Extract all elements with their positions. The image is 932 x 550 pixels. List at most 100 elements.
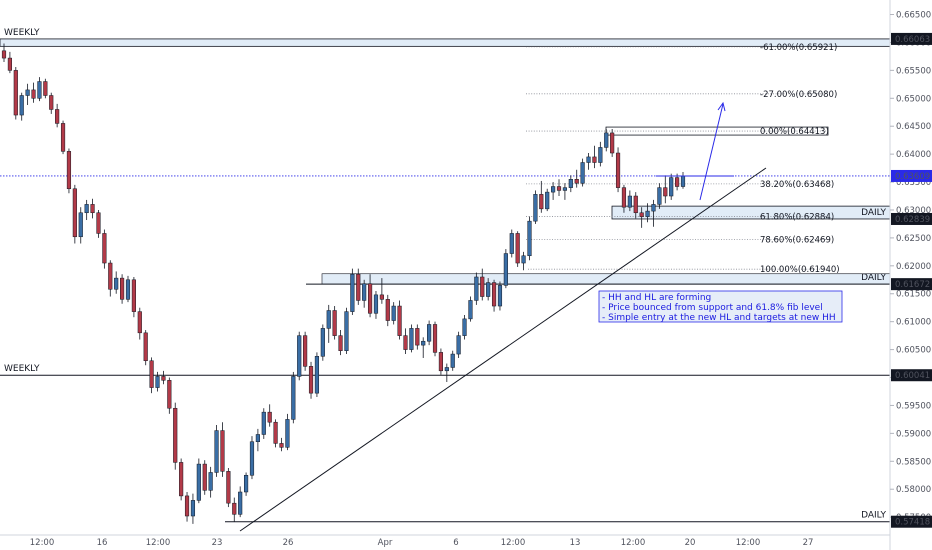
fib-level-label: -27.00%(0.65080) <box>760 90 837 100</box>
candle-body <box>615 152 621 188</box>
candle-body <box>267 411 272 423</box>
y-tick-label: 0.64000 <box>896 150 931 160</box>
fib-level-label: 100.00%(0.61940) <box>760 265 840 275</box>
price-label-box <box>891 369 932 382</box>
candle-body <box>120 277 125 300</box>
price-label-box <box>891 169 932 182</box>
candle-body <box>167 380 172 409</box>
candle-body <box>255 434 260 442</box>
price-label: 0.63609 <box>895 172 930 182</box>
candle-body <box>657 187 662 205</box>
price-label: 0.62839 <box>895 215 930 225</box>
candle-body <box>1 50 7 59</box>
candle-body <box>427 324 432 342</box>
y-tick-label: 0.60500 <box>896 346 931 356</box>
candle-body <box>456 335 461 355</box>
candle-body <box>31 89 36 99</box>
candle-body <box>669 177 674 197</box>
y-tick-label: 0.63500 <box>896 178 931 188</box>
candle-body <box>438 352 444 372</box>
target-arrow <box>699 103 724 201</box>
candle-body <box>680 175 686 187</box>
candle-body <box>208 472 213 491</box>
candle-body <box>37 81 42 99</box>
candle-body <box>421 340 426 346</box>
y-tick-label: 0.64500 <box>896 122 931 132</box>
candle-body <box>379 294 384 300</box>
candle-body <box>131 279 136 312</box>
candle-body <box>663 187 668 197</box>
price-label: 0.60041 <box>895 371 930 381</box>
price-label-box <box>891 278 932 291</box>
candle-body <box>545 191 550 210</box>
y-tick-label: 0.58000 <box>896 485 931 495</box>
candle-body <box>7 57 12 71</box>
y-tick-label: 0.59500 <box>896 401 931 411</box>
candle-body <box>497 285 503 307</box>
candle-body <box>362 283 367 301</box>
candle-body <box>297 335 302 377</box>
candle-body <box>249 441 255 476</box>
analysis-note-line: - Simple entry at the new HL and targets… <box>602 313 836 323</box>
candle-body <box>114 277 119 290</box>
x-tick-label: 20 <box>685 538 696 548</box>
weekly-zone-label: WEEKLY <box>4 28 40 38</box>
candle-body <box>308 366 314 394</box>
y-tick-label: 0.65000 <box>896 94 931 104</box>
candle-body <box>179 462 184 497</box>
price-label: 0.61672 <box>895 280 930 290</box>
candle-body <box>527 220 532 257</box>
candle-body <box>562 187 567 191</box>
candle-body <box>515 233 520 264</box>
y-tick-label: 0.62500 <box>896 234 931 244</box>
candle-body <box>43 81 48 96</box>
candle-body <box>338 335 343 351</box>
candle-body <box>551 186 556 193</box>
fib-level-label: -61.00%(0.65921) <box>760 43 837 53</box>
candle-body <box>196 463 201 501</box>
candle-body <box>444 367 449 372</box>
candle-body <box>415 328 420 346</box>
candle-body <box>675 177 680 187</box>
price-label: 0.66063 <box>895 35 930 45</box>
candle-body <box>332 310 337 336</box>
price-label-box <box>891 32 932 45</box>
candle-body <box>409 328 414 350</box>
y-tick-label: 0.58500 <box>896 457 931 467</box>
candle-body <box>84 204 89 214</box>
candle-body <box>344 311 349 351</box>
candle-body <box>90 204 95 214</box>
candle-body <box>604 132 609 148</box>
candle-body <box>462 318 467 336</box>
candle-body <box>521 255 526 264</box>
candle-body <box>214 430 219 473</box>
candle-body <box>285 419 290 448</box>
x-tick-label: 26 <box>283 538 294 548</box>
candle-body <box>373 294 379 314</box>
y-tick-label: 0.65500 <box>896 66 931 76</box>
candle-body <box>291 376 296 420</box>
candle-body <box>633 195 638 214</box>
candle-body <box>356 273 361 301</box>
candle-body <box>598 147 603 163</box>
y-tick-label: 0.61000 <box>896 318 931 328</box>
candle-body <box>391 305 396 321</box>
candle-body <box>125 279 131 300</box>
daily-zone-label: DAILY <box>861 208 886 218</box>
candle-body <box>621 187 627 208</box>
x-tick-label: 6 <box>453 538 458 548</box>
x-tick-label: 12:00 <box>736 538 761 548</box>
candle-body <box>220 430 225 472</box>
candle-body <box>226 471 231 504</box>
candle-body <box>480 276 485 297</box>
candle-body <box>651 204 656 212</box>
candle-body <box>232 502 237 515</box>
candle-body <box>60 123 66 152</box>
candle-body <box>450 353 455 368</box>
fib-level-label: 0.00%(0.64413) <box>760 127 829 137</box>
weekly-zone-label: WEEKLY <box>4 364 40 374</box>
y-tick-label: 0.63000 <box>896 206 931 216</box>
candle-body <box>639 212 644 217</box>
candle-body <box>149 360 154 388</box>
